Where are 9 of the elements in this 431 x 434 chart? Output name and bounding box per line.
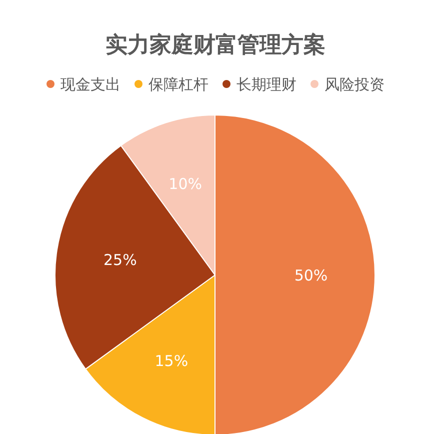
chart-title: 实力家庭财富管理方案 — [106, 32, 326, 58]
legend-label: 长期理财 — [236, 76, 296, 94]
legend-label: 风险投资 — [324, 76, 384, 94]
data-label: 25% — [104, 251, 137, 270]
data-label: 10% — [168, 174, 202, 193]
legend-label: 现金支出 — [60, 76, 120, 94]
legend-label: 保障杠杆 — [148, 76, 208, 94]
data-label: 15% — [154, 352, 188, 370]
data-label: 50% — [294, 266, 328, 284]
